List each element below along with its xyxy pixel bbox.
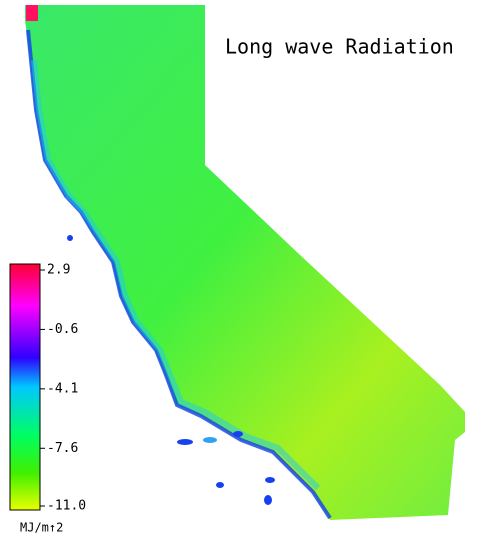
colorbar-tick-label: -11.0 xyxy=(47,499,86,514)
coastal-band-inner xyxy=(31,59,321,491)
california-land xyxy=(25,5,465,520)
colorbar-unit: MJ/m↑2 xyxy=(20,521,63,535)
colorbar-tick-label: -7.6 xyxy=(47,441,78,456)
island xyxy=(177,439,193,445)
northwest-hotspot xyxy=(26,5,38,21)
colorbar-tick-label: 2.9 xyxy=(47,263,70,278)
island xyxy=(216,482,224,488)
island xyxy=(265,477,275,483)
island xyxy=(233,431,243,437)
colorbar xyxy=(9,263,41,511)
island xyxy=(203,437,217,443)
islands xyxy=(67,235,275,505)
island xyxy=(264,495,272,505)
island xyxy=(67,235,73,241)
colorbar-tick-label: -4.1 xyxy=(47,381,78,396)
colorbar-tick-label: -0.6 xyxy=(47,322,78,337)
map-title: Long wave Radiation xyxy=(225,35,454,59)
